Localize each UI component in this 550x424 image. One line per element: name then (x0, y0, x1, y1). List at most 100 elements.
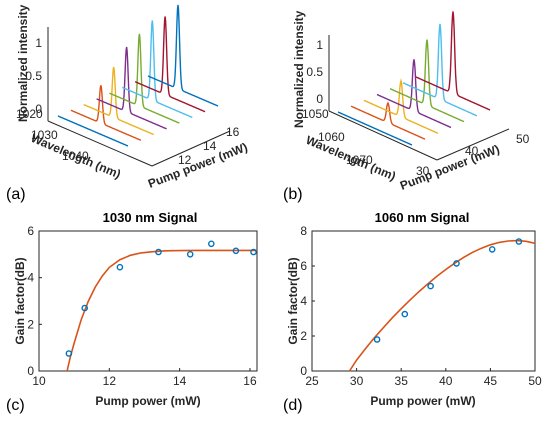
panel-c-label: (c) (6, 397, 25, 414)
d-data-point (373, 336, 381, 343)
panel-b-curves (337, 11, 491, 146)
d-yticklabel: 8 (300, 224, 307, 238)
d-xticklabel: 40 (439, 374, 453, 388)
panel-a-xticklabel: 1040 (62, 149, 89, 163)
c-xticklabel: 10 (32, 374, 46, 388)
d-yticklabel: 4 (300, 294, 307, 308)
c-data-point (186, 250, 194, 258)
d-yticklabel: 6 (300, 259, 307, 273)
c-xticklabel: 12 (103, 374, 117, 388)
panel-b-zticklabel: 0.5 (306, 65, 323, 79)
c-data-point (65, 350, 73, 357)
c-data-point (207, 240, 215, 248)
d-data-point (453, 260, 460, 267)
d-fit-curve (348, 239, 536, 372)
panel-b-xticklabel: 1050 (302, 107, 329, 121)
panel-b-axes (328, 35, 510, 161)
panel-b-zticklabel: 1 (316, 38, 323, 52)
d-xticklabel: 25 (305, 374, 319, 388)
panel-a-ylabel: Pump power (mW) (146, 140, 249, 191)
panel-c-points-layer (65, 240, 257, 357)
a-curves-spectrum (147, 4, 219, 107)
b-curves-spectrum (402, 23, 478, 117)
panel-a-axes (47, 27, 231, 167)
d-xticklabel: 35 (395, 374, 409, 388)
d-yticklabel: 2 (300, 329, 307, 343)
panel-a-yticklabel: 14 (203, 139, 217, 153)
panel-a-pump-axis (151, 130, 231, 167)
panel-d-label: (d) (283, 397, 303, 414)
panel-c-xlabel: Pump power (mW) (95, 394, 200, 408)
a-curves-spectrum (122, 20, 193, 119)
panel-b-xticklabel: 1070 (346, 153, 373, 167)
b-curves-spectrum (363, 78, 439, 134)
panel-a-yticklabel: 16 (226, 125, 240, 139)
panel-b-zticklabel: 0 (316, 92, 323, 106)
panel-a-wavelength-axis (47, 120, 153, 167)
panel-b-wavelength-axis (328, 110, 438, 161)
panel-b-yticklabel: 50 (516, 132, 530, 146)
panel-a-zlabel: Normalized intensity (16, 4, 30, 122)
a-curves-spectrum (134, 16, 206, 113)
d-data-point (427, 282, 434, 290)
c-data-point (81, 304, 88, 312)
d-data-point (401, 310, 409, 318)
c-data-point (116, 263, 124, 271)
panel-c-plot-area (38, 230, 258, 372)
panel-d-fit-layer (348, 239, 536, 372)
panel-b-zlabel: Normalized intensity (292, 10, 306, 128)
panel-d-title: 1060 nm Signal (375, 210, 470, 225)
d-data-point (488, 246, 496, 253)
panel-a-xticklabel: 1020 (16, 107, 43, 121)
c-xticklabel: 16 (243, 374, 257, 388)
c-fit-curve (66, 249, 257, 372)
panel-c-ylabel: Gain factor(dB) (13, 257, 27, 344)
panel-b-pump-axis (436, 128, 510, 161)
panel-d-xlabel: Pump power (mW) (370, 394, 475, 408)
panel-c-ticks: 10 12 14 16 0 2 4 6 (27, 224, 257, 388)
d-xticklabel: 30 (350, 374, 364, 388)
panel-b-xticklabel: 1060 (318, 130, 345, 144)
a-curves-spectrum (109, 33, 180, 124)
panel-a-yticklabel: 12 (178, 153, 192, 167)
a-curves-spectrum (70, 85, 142, 141)
c-yticklabel: 6 (27, 224, 34, 238)
panel-c-title: 1030 nm Signal (103, 210, 198, 225)
panel-a: 1 0.5 0 1020 1030 1040 12 14 16 Normaliz… (6, 4, 249, 203)
panel-d: 1060 nm Signal 25 30 35 40 45 50 0 2 4 6 8 Pump po… (283, 210, 542, 414)
a-curves-spectrum (96, 46, 167, 130)
panel-a-zticklabel: 0 (35, 102, 42, 116)
c-xticklabel: 14 (173, 374, 187, 388)
b-curves-spectrum (337, 111, 413, 146)
panel-a-zticklabel: 1 (35, 36, 42, 50)
panel-b: 1 0.5 0 1050 1060 1070 30 40 50 Normaliz… (283, 10, 530, 203)
panel-c-fit-layer (66, 249, 257, 372)
a-curves-spectrum (83, 66, 154, 136)
d-data-point (515, 238, 523, 245)
c-data-point (250, 248, 257, 256)
panel-d-points-layer (373, 238, 523, 343)
a-curves-spectrum (57, 115, 129, 147)
panel-b-yticklabel: 40 (465, 144, 479, 158)
d-xticklabel: 50 (528, 374, 542, 388)
d-yticklabel: 0 (300, 364, 307, 378)
panel-a-zticklabel: 0.5 (25, 69, 42, 83)
b-curves-spectrum (415, 11, 491, 111)
panel-b-yticklabel: 30 (416, 164, 430, 178)
panel-a-curves (57, 4, 219, 147)
panel-b-xlabel: Wavelength (nm) (304, 133, 398, 183)
c-yticklabel: 2 (27, 317, 34, 331)
panel-a-label: (a) (6, 186, 26, 203)
panel-c: 1030 nm Signal 10 12 14 16 0 2 4 6 Pump power (… (6, 210, 258, 414)
panel-d-plot-area (311, 230, 536, 372)
c-data-point (232, 247, 240, 255)
d-xticklabel: 45 (484, 374, 498, 388)
c-data-point (155, 248, 162, 256)
c-yticklabel: 0 (27, 364, 34, 378)
panel-d-ticks: 25 30 35 40 45 50 0 2 4 6 8 (300, 224, 542, 388)
panel-d-ylabel: Gain factor(dB) (286, 257, 300, 344)
b-curves-spectrum (389, 39, 465, 123)
b-curves-spectrum (350, 101, 426, 140)
